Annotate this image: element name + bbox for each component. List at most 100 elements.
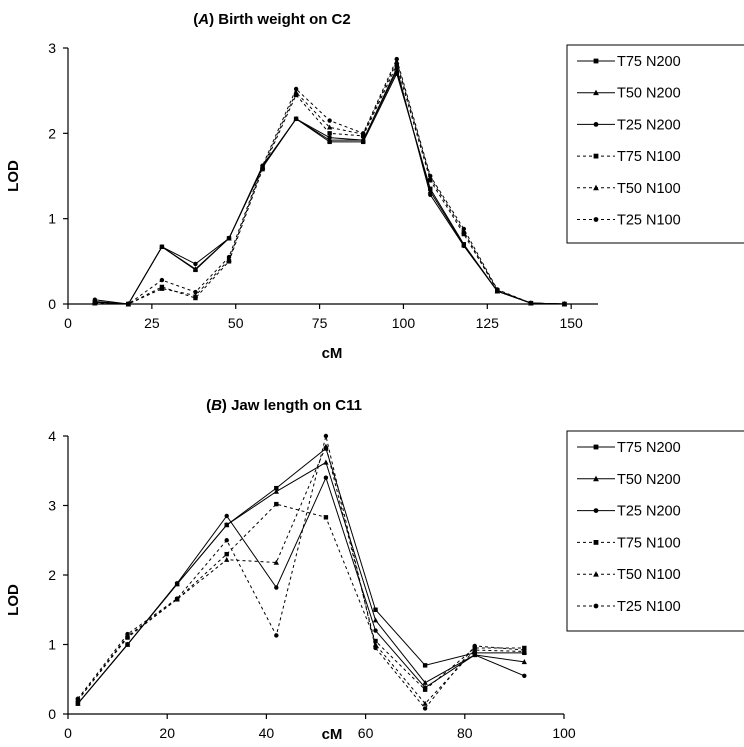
legend-marker	[593, 58, 599, 64]
legend-item: T75 N100	[577, 149, 681, 165]
data-point	[92, 300, 98, 306]
data-point	[193, 289, 198, 295]
series-t75-n100	[92, 62, 567, 307]
data-point	[422, 663, 428, 668]
data-point	[472, 647, 478, 653]
data-point	[422, 706, 428, 711]
x-tick-label: 100	[552, 725, 576, 741]
legend-label: T75 N100	[617, 149, 681, 165]
y-axis-label: LOD	[5, 584, 22, 616]
data-point	[461, 228, 467, 234]
data-point	[422, 679, 428, 685]
data-point	[422, 700, 428, 706]
data-point	[174, 581, 180, 586]
data-point	[373, 628, 378, 633]
y-tick-label: 0	[48, 296, 56, 312]
legend-label: T75 N200	[617, 440, 681, 456]
chart-title: (B) Jaw length on C11	[206, 397, 362, 414]
series-line	[94, 67, 565, 305]
legend-label: T50 N100	[617, 181, 681, 197]
series-line	[77, 447, 525, 704]
data-point	[394, 62, 399, 68]
legend-marker	[593, 184, 599, 191]
legend-label: T25 N200	[617, 117, 681, 133]
legend-label: T25 N100	[617, 599, 681, 615]
x-tick-label: 50	[228, 315, 244, 331]
series-t50-n200	[92, 68, 568, 307]
series-t50-n100	[75, 443, 527, 706]
data-point	[159, 244, 165, 250]
legend-label: T75 N200	[617, 54, 681, 70]
data-point	[394, 66, 399, 71]
data-point	[224, 556, 230, 562]
legend-marker	[593, 122, 599, 127]
data-point	[193, 261, 198, 267]
axes: 0 1 2 3 0 25 50 75 100 125 150	[48, 40, 598, 331]
data-point	[522, 647, 527, 653]
legend-item: T50 N100	[577, 181, 681, 197]
legend-item: T50 N200	[577, 472, 681, 488]
x-tick-label: 40	[259, 725, 275, 741]
data-point	[159, 285, 165, 291]
y-tick-label: 3	[48, 40, 56, 56]
data-point	[521, 659, 527, 665]
legend-box	[566, 430, 744, 632]
legend-box	[566, 44, 744, 244]
chart-panel-a: (A) Birth weight on C2 cM LOD 0 1 2 3 0 25 50 7…	[5, 11, 744, 362]
legend-item: T75 N200	[577, 440, 681, 456]
x-axis-label: cM	[322, 345, 343, 362]
data-point	[472, 652, 477, 658]
series-t25-n100	[92, 56, 567, 307]
data-point	[226, 256, 232, 262]
x-axis-label: cM	[322, 726, 343, 743]
data-point	[293, 92, 299, 98]
data-point	[224, 513, 229, 519]
legend-marker	[593, 217, 599, 222]
data-point	[226, 236, 232, 241]
series-line	[94, 63, 565, 305]
data-point	[323, 475, 329, 480]
series-t25-n100	[75, 433, 527, 711]
data-point	[327, 135, 332, 140]
data-point	[562, 301, 567, 307]
legend-marker	[593, 444, 599, 450]
data-point	[327, 137, 333, 143]
plot-area	[92, 56, 568, 307]
data-point	[226, 254, 232, 260]
data-point	[360, 131, 366, 136]
x-tick-label: 75	[312, 315, 328, 331]
data-point	[125, 631, 130, 637]
data-point	[273, 488, 279, 494]
legend-item: T25 N200	[577, 504, 681, 520]
data-point	[372, 617, 379, 623]
data-point	[224, 538, 229, 543]
data-point	[274, 501, 279, 507]
data-point	[522, 673, 527, 678]
data-point	[274, 585, 279, 590]
data-point	[360, 137, 366, 143]
legend: T75 N200 T50 N200 T25 N200 T75 N100 T50 N100…	[566, 430, 744, 632]
data-point	[174, 596, 180, 601]
data-point	[92, 297, 98, 302]
legend: T75 N200 T50 N200 T25 N200 T75 N100 T50 N100…	[566, 44, 744, 244]
legend-label: T25 N200	[617, 504, 681, 520]
series-t50-n100	[92, 58, 568, 307]
legend-label: T50 N100	[617, 567, 681, 583]
data-point	[327, 124, 333, 130]
data-point	[461, 226, 467, 232]
data-point	[75, 696, 81, 701]
series-line	[94, 72, 565, 305]
legend-label: T75 N100	[617, 535, 681, 551]
data-point	[126, 301, 131, 307]
data-point	[273, 559, 279, 565]
legend-label: T50 N200	[617, 472, 681, 488]
series-t75-n200	[92, 71, 567, 307]
legend-marker	[593, 571, 599, 577]
x-tick-label: 80	[457, 725, 473, 741]
data-point	[422, 687, 428, 692]
data-point	[323, 459, 329, 465]
series-line	[77, 503, 525, 701]
data-point	[260, 163, 265, 168]
data-point	[323, 433, 329, 439]
